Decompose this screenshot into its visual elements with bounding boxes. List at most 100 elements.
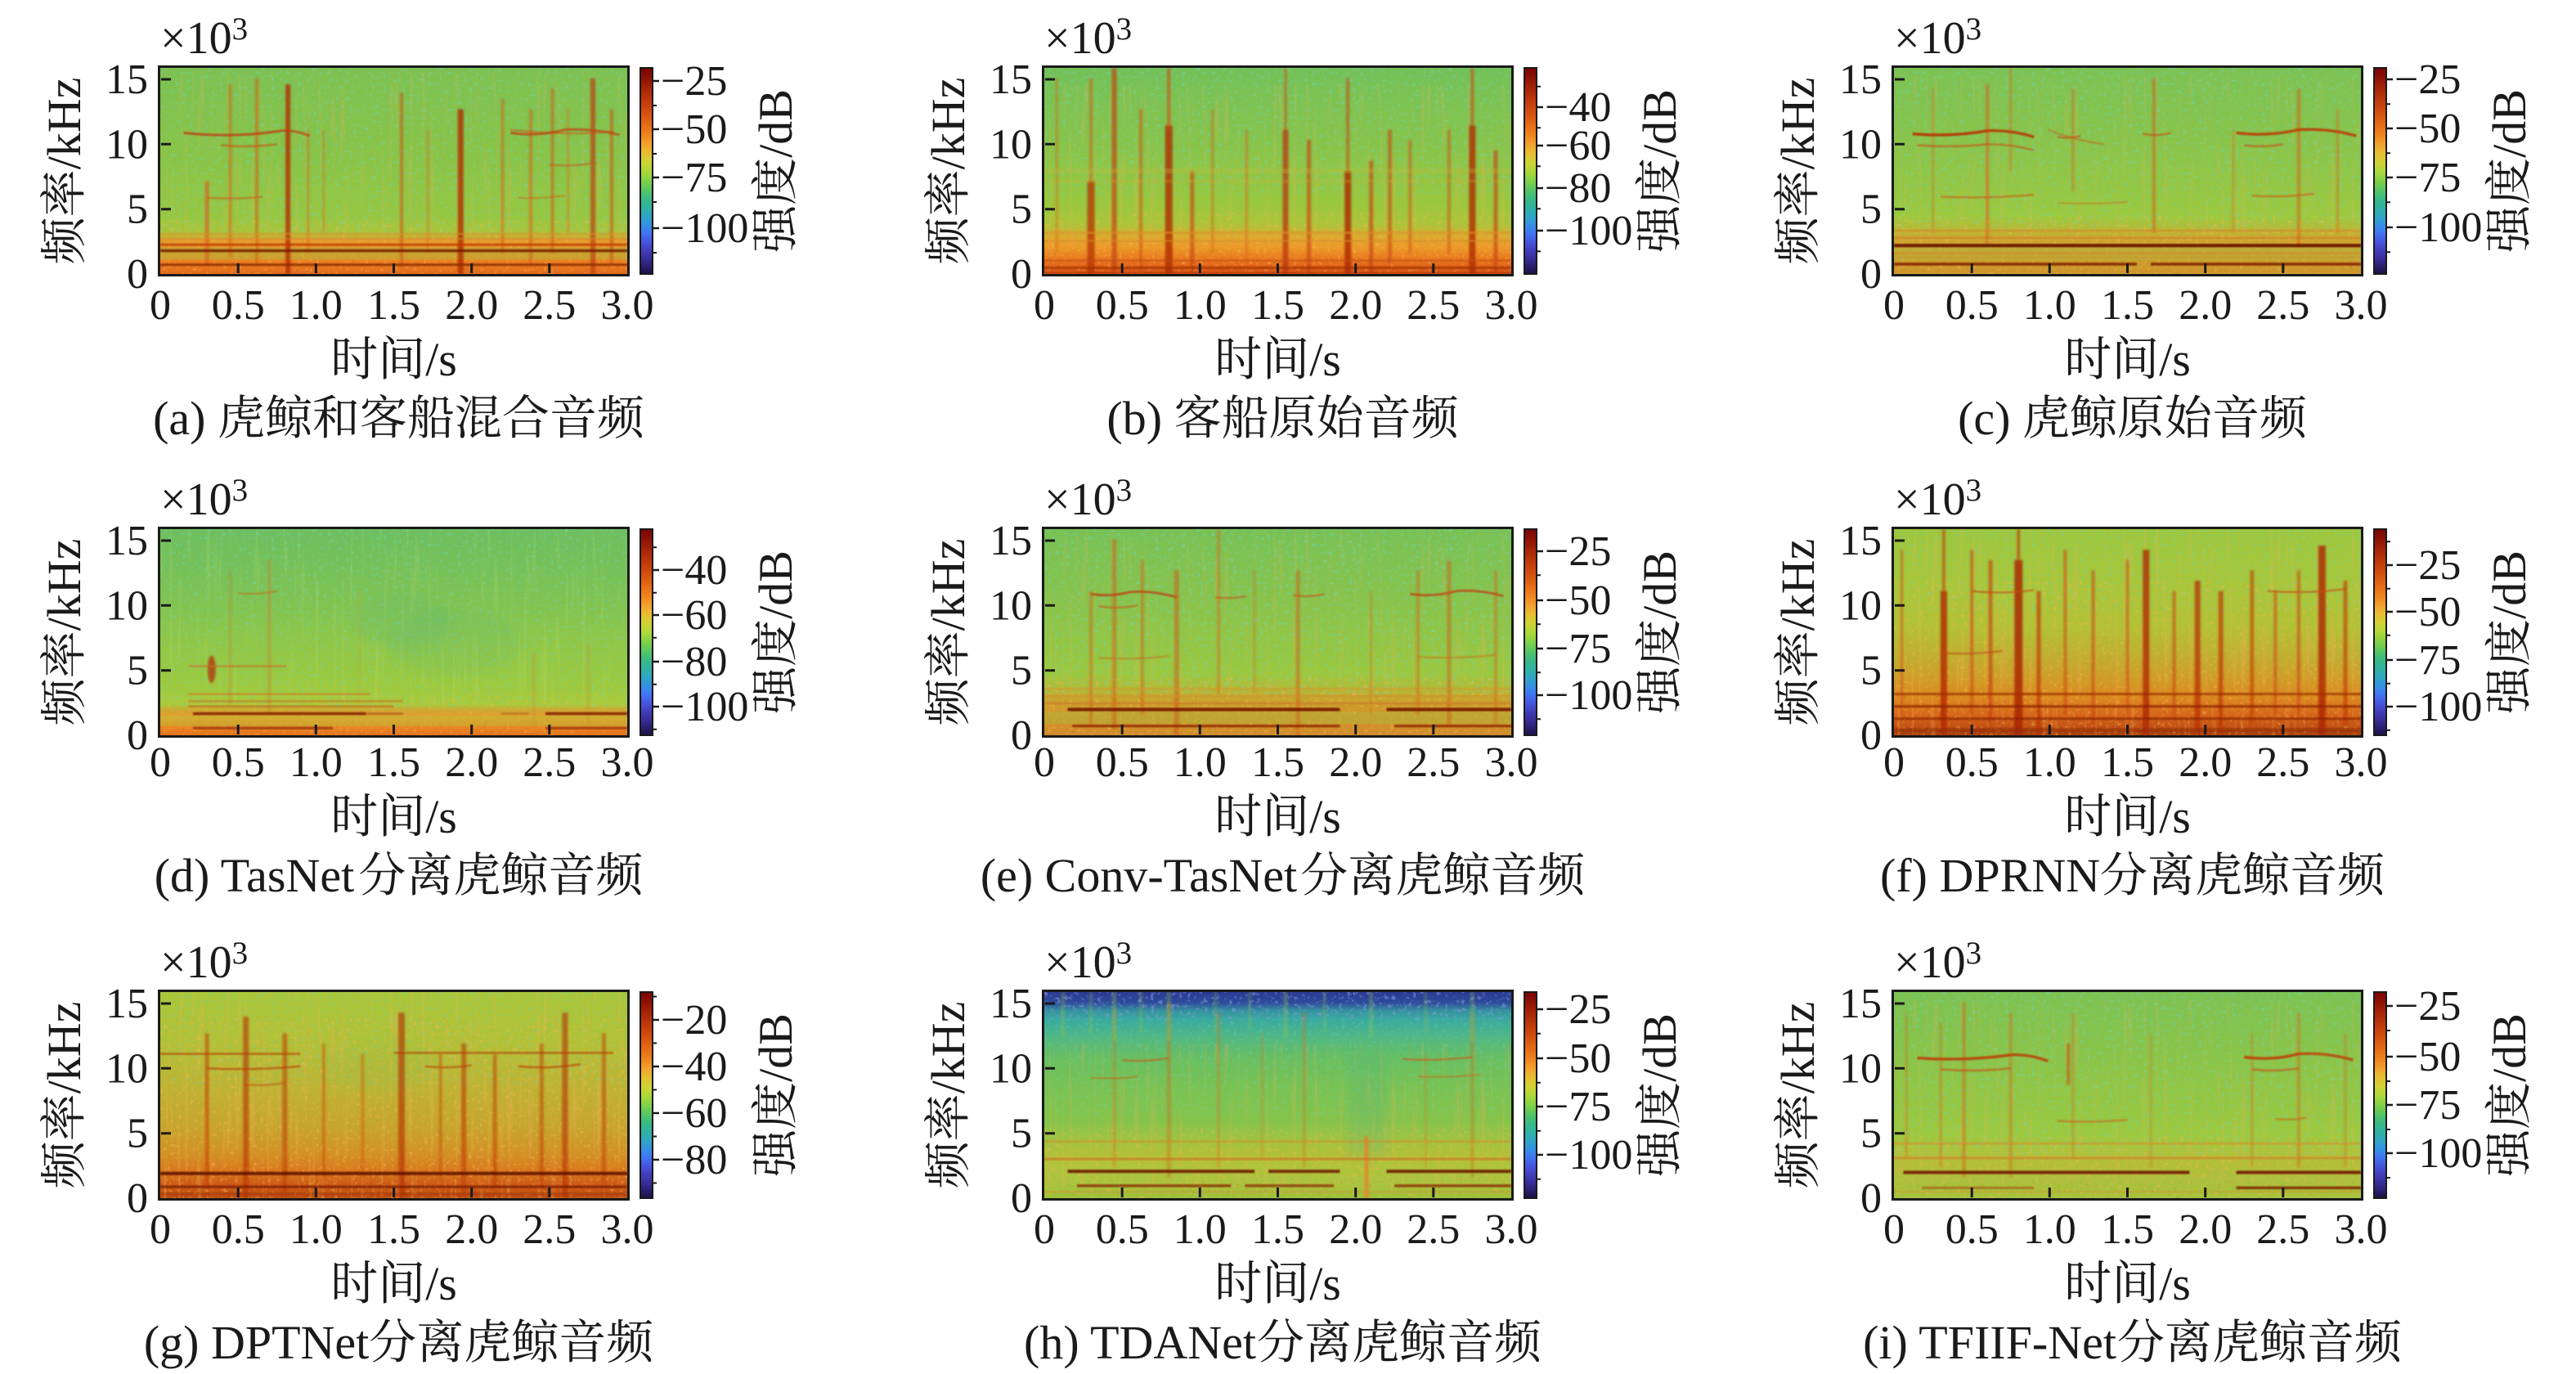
svg-text:0: 0 xyxy=(1860,251,1882,298)
svg-text:2.5: 2.5 xyxy=(523,739,576,786)
svg-text:5: 5 xyxy=(1860,648,1882,694)
svg-text:−50: −50 xyxy=(2394,589,2461,635)
svg-text:1.5: 1.5 xyxy=(367,1206,420,1253)
svg-text:1.0: 1.0 xyxy=(1174,739,1227,786)
svg-text:1.0: 1.0 xyxy=(2023,282,2076,329)
svg-text:3.0: 3.0 xyxy=(601,1206,654,1253)
svg-text:15: 15 xyxy=(1839,56,1882,103)
svg-text:0: 0 xyxy=(1034,1206,1055,1253)
svg-text:0.5: 0.5 xyxy=(1945,739,1999,786)
svg-text:−20: −20 xyxy=(661,997,727,1044)
svg-text:(c): (c) xyxy=(1958,392,2010,445)
svg-text:0: 0 xyxy=(150,1206,171,1253)
svg-text:−100: −100 xyxy=(661,205,748,252)
svg-text:5: 5 xyxy=(1011,186,1032,233)
svg-text:/kHz: /kHz xyxy=(38,1002,91,1094)
svg-text:2.0: 2.0 xyxy=(1329,1206,1382,1253)
svg-text:/s: /s xyxy=(425,790,457,843)
svg-text:3.0: 3.0 xyxy=(2335,739,2388,786)
svg-text:×103: ×103 xyxy=(1044,473,1132,525)
svg-text:10: 10 xyxy=(990,582,1032,629)
svg-text:−75: −75 xyxy=(2394,1082,2461,1129)
svg-text:0: 0 xyxy=(1011,1175,1032,1222)
svg-text:2.5: 2.5 xyxy=(523,282,576,329)
svg-text:0.5: 0.5 xyxy=(212,1206,265,1253)
svg-text:−50: −50 xyxy=(2394,106,2461,152)
svg-text:10: 10 xyxy=(105,121,148,168)
svg-text:2.5: 2.5 xyxy=(1407,282,1460,329)
svg-text:/s: /s xyxy=(425,1257,457,1310)
svg-text:0.5: 0.5 xyxy=(1945,1206,1999,1253)
svg-text:(h) TDANet: (h) TDANet xyxy=(1024,1316,1256,1369)
svg-text:−50: −50 xyxy=(1545,577,1611,624)
svg-text:5: 5 xyxy=(1011,648,1032,694)
svg-text:2.0: 2.0 xyxy=(2179,1206,2232,1253)
svg-text:10: 10 xyxy=(990,121,1032,168)
svg-text:/kHz: /kHz xyxy=(922,539,975,631)
svg-text:5: 5 xyxy=(1011,1111,1032,1157)
svg-text:0: 0 xyxy=(1860,712,1882,759)
svg-text:−25: −25 xyxy=(1545,986,1611,1033)
svg-text:1.5: 1.5 xyxy=(1251,739,1304,786)
svg-text:10: 10 xyxy=(1839,1045,1882,1092)
svg-text:/kHz: /kHz xyxy=(922,1002,975,1094)
svg-text:1.0: 1.0 xyxy=(2023,739,2076,786)
svg-text:0: 0 xyxy=(1883,739,1905,786)
svg-text:1.5: 1.5 xyxy=(367,282,420,329)
svg-text:/dB: /dB xyxy=(2483,89,2536,158)
svg-text:5: 5 xyxy=(1860,186,1882,233)
svg-text:0: 0 xyxy=(1034,282,1055,329)
svg-text:−80: −80 xyxy=(661,1137,727,1183)
svg-text:1.0: 1.0 xyxy=(289,739,343,786)
svg-text:/kHz: /kHz xyxy=(38,539,91,631)
svg-text:0.5: 0.5 xyxy=(1096,282,1149,329)
svg-text:0: 0 xyxy=(150,282,171,329)
svg-text:−75: −75 xyxy=(2394,155,2461,201)
svg-text:/s: /s xyxy=(2159,333,2191,386)
svg-text:0.5: 0.5 xyxy=(1096,739,1149,786)
svg-text:−100: −100 xyxy=(2394,684,2482,730)
svg-text:−50: −50 xyxy=(2394,1034,2461,1080)
svg-text:0: 0 xyxy=(127,1175,148,1222)
svg-text:0: 0 xyxy=(127,251,148,298)
svg-text:/dB: /dB xyxy=(749,550,802,619)
svg-text:−100: −100 xyxy=(1545,672,1632,719)
svg-text:−25: −25 xyxy=(1545,528,1611,575)
svg-text:/s: /s xyxy=(1309,790,1341,843)
svg-text:5: 5 xyxy=(127,1111,148,1157)
svg-text:1.0: 1.0 xyxy=(289,282,343,329)
svg-text:3.0: 3.0 xyxy=(1485,739,1538,786)
svg-text:10: 10 xyxy=(1839,121,1882,168)
svg-text:−80: −80 xyxy=(1545,165,1611,212)
svg-text:0.5: 0.5 xyxy=(1945,282,1999,329)
svg-text:/dB: /dB xyxy=(2483,1013,2536,1082)
svg-text:10: 10 xyxy=(990,1045,1032,1092)
svg-text:−40: −40 xyxy=(661,547,727,594)
svg-text:−75: −75 xyxy=(2394,637,2461,684)
svg-text:2.5: 2.5 xyxy=(2256,282,2309,329)
svg-text:/dB: /dB xyxy=(749,89,802,158)
svg-text:(d) TasNet: (d) TasNet xyxy=(155,849,355,902)
svg-text:/dB: /dB xyxy=(1633,550,1686,619)
svg-text:(f) DPRNN: (f) DPRNN xyxy=(1880,849,2100,902)
svg-text:15: 15 xyxy=(105,518,148,564)
svg-text:−25: −25 xyxy=(661,58,727,105)
svg-text:/s: /s xyxy=(1309,1257,1341,1310)
svg-text:0.5: 0.5 xyxy=(1096,1206,1149,1253)
svg-text:2.5: 2.5 xyxy=(1407,739,1460,786)
svg-text:−40: −40 xyxy=(1545,84,1611,131)
svg-text:2.5: 2.5 xyxy=(2256,739,2309,786)
svg-text:/kHz: /kHz xyxy=(1771,78,1824,170)
svg-text:1.0: 1.0 xyxy=(289,1206,343,1253)
svg-text:15: 15 xyxy=(105,56,148,103)
svg-text:0: 0 xyxy=(127,712,148,759)
svg-text:0: 0 xyxy=(1883,1206,1905,1253)
svg-text:/s: /s xyxy=(2159,790,2191,843)
svg-text:−100: −100 xyxy=(2394,204,2482,251)
svg-text:5: 5 xyxy=(127,186,148,233)
svg-text:1.0: 1.0 xyxy=(1174,282,1227,329)
svg-text:(a): (a) xyxy=(153,392,205,445)
svg-text:(b): (b) xyxy=(1106,392,1162,445)
svg-text:1.5: 1.5 xyxy=(2101,739,2154,786)
svg-text:1.0: 1.0 xyxy=(1174,1206,1227,1253)
